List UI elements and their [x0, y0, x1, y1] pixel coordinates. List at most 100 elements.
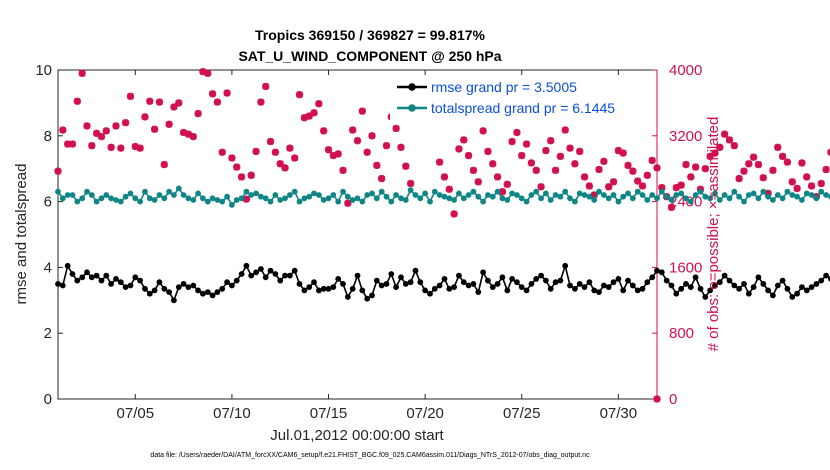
totalspread-point [301, 195, 308, 202]
data-file-footnote: data file: /Users/raeder/DAI/ATM_forcXX/… [150, 452, 590, 459]
obs-assimilated-point [619, 149, 627, 157]
obs-marker-stroke [242, 195, 250, 203]
y-left-tick-label: 6 [44, 194, 52, 211]
obs-marker-stroke [808, 182, 816, 190]
obs-assimilated-point [78, 69, 86, 77]
obs-marker-stroke [474, 178, 482, 186]
obs-assimilated-point [358, 107, 366, 115]
obs-marker-stroke [189, 133, 197, 141]
rmse-point [591, 287, 598, 294]
obs-marker-stroke [648, 156, 656, 165]
obs-marker-stroke [643, 171, 651, 179]
totalspread-point [639, 192, 646, 198]
totalspread-point [572, 198, 578, 205]
rmse-point [335, 276, 342, 282]
totalspread-point [204, 198, 211, 205]
totalspread-point [567, 195, 573, 202]
totalspread-point [161, 195, 168, 202]
obs-assimilated-point [745, 160, 753, 168]
rmse-point [373, 277, 380, 284]
series-lines [55, 185, 830, 304]
obs-assimilated-point [281, 164, 289, 172]
obs-assimilated-point [189, 133, 197, 141]
rmse-point [668, 282, 675, 289]
totalspread-point [789, 192, 796, 198]
totalspread-point [456, 190, 462, 197]
obs-assimilated-point [537, 183, 545, 191]
totalspread-point [707, 195, 713, 202]
totalspread-point [200, 195, 206, 202]
rmse-point [504, 287, 511, 294]
legend-label-totalspread: totalspread grand pr = 6.1445 [431, 100, 615, 116]
rmse-point [200, 290, 206, 297]
obs-marker-stroke [184, 130, 192, 138]
totalspread-point [156, 192, 163, 198]
rmse-point [311, 279, 317, 286]
obs-assimilated-point [83, 122, 91, 130]
totalspread-point [344, 193, 351, 200]
rmse-point [475, 289, 482, 295]
obs-assimilated-point [547, 137, 555, 145]
rmse-point [55, 281, 61, 287]
obs-assimilated-point [807, 182, 816, 190]
rmse-point [818, 277, 825, 284]
obs-assimilated-point [667, 203, 676, 211]
rmse-point [69, 271, 76, 277]
obs-assimilated-point [320, 127, 328, 135]
rmse-point [808, 284, 815, 290]
obs-assimilated-point [112, 122, 120, 130]
y-left-tick-label: 10 [35, 62, 52, 79]
totalspread-point [335, 198, 342, 205]
totalspread-point [605, 195, 612, 202]
rmse-point [774, 282, 781, 289]
totalspread-point [823, 192, 829, 198]
x-axis-label: Jul.01,2012 00:00:00 start [270, 427, 444, 444]
rmse-point [253, 269, 259, 276]
obs-marker-stroke [798, 159, 806, 167]
obs-marker-stroke [440, 173, 449, 181]
obs-assimilated-point [638, 182, 647, 190]
rmse-point [562, 262, 569, 269]
obs-assimilated-point [266, 137, 275, 146]
chart-title-line2: SAT_U_WIND_COMPONENT @ 250 hPa [238, 48, 501, 64]
totalspread-point [253, 190, 259, 197]
totalspread-point [446, 195, 453, 202]
rmse-point [180, 281, 187, 287]
obs-marker-stroke [175, 99, 183, 107]
totalspread-point [132, 195, 139, 202]
rmse-point [369, 292, 375, 299]
totalspread-point [359, 198, 366, 205]
obs-assimilated-point [817, 179, 825, 188]
totalspread-point [282, 195, 288, 202]
y-right-tick-label: 3200 [669, 128, 702, 145]
obs-assimilated-point [344, 199, 352, 207]
rmse-point [446, 285, 453, 292]
obs-assimilated-point [508, 137, 516, 146]
obs-marker-stroke [692, 163, 700, 171]
rmse-point [721, 272, 728, 279]
rmse-point [460, 279, 467, 286]
rmse-point [282, 272, 288, 279]
totalspread-point [774, 192, 781, 198]
obs-marker-stroke [295, 91, 304, 99]
obs-marker-stroke [349, 126, 357, 134]
obs-marker-stroke [122, 119, 130, 127]
obs-assimilated-point [324, 146, 333, 154]
obs-assimilated-point [194, 109, 202, 118]
obs-assimilated-point [310, 109, 318, 117]
obs-assimilated-point [484, 147, 492, 156]
obs-assimilated-point [353, 137, 362, 145]
totalspread-point [214, 197, 221, 203]
rmse-point [93, 272, 100, 279]
totalspread-point [678, 190, 685, 197]
obs-marker-stroke [489, 160, 497, 168]
rmse-point [224, 279, 231, 286]
totalspread-point [373, 195, 380, 202]
rmse-point [214, 289, 221, 295]
obs-assimilated-point [479, 127, 487, 135]
obs-marker-stroke [180, 128, 188, 137]
obs-marker-stroke [136, 144, 144, 152]
obs-marker-stroke [750, 153, 758, 161]
obs-marker-stroke [131, 142, 139, 151]
totalspread-point [465, 192, 472, 198]
